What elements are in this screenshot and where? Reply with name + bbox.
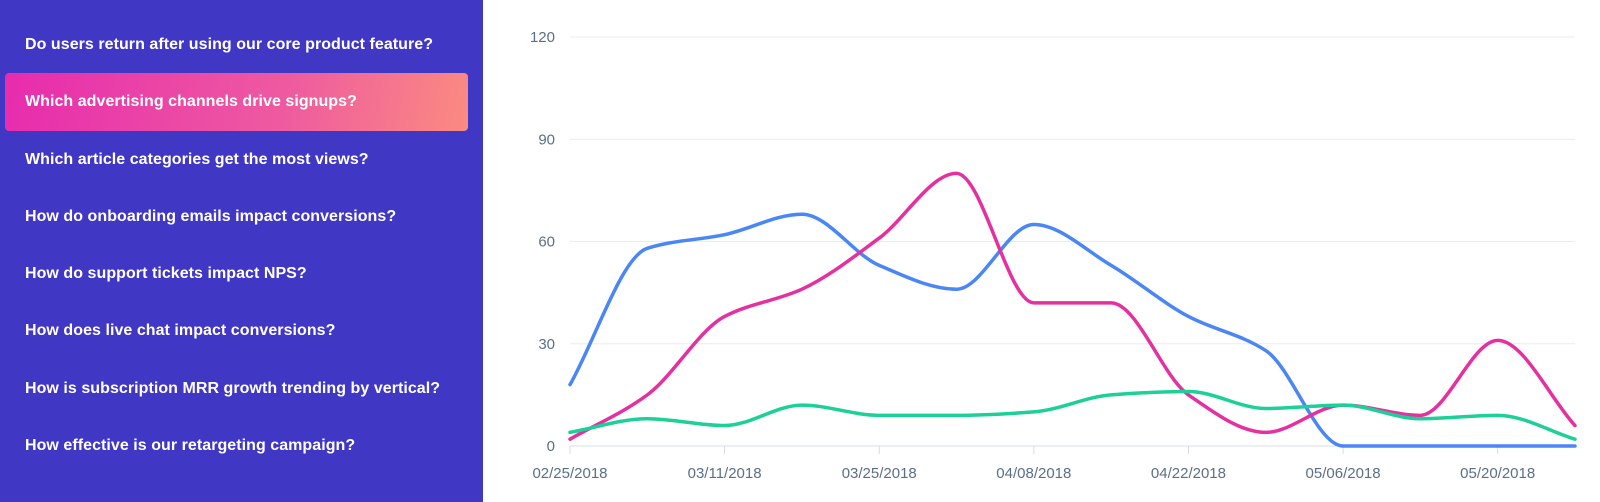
- chart-area: 0 30 60 90 120 02/25/2018 03/11/2018 03/25/201…: [483, 0, 1600, 502]
- x-tick-label: 04/08/2018: [996, 465, 1071, 482]
- question-item[interactable]: Which article categories get the most vi…: [25, 150, 369, 168]
- y-axis-ticks: 0 30 60 90 120: [530, 29, 555, 455]
- x-tick-label: 02/25/2018: [532, 465, 607, 482]
- x-tick-label: 04/22/2018: [1151, 465, 1226, 482]
- question-item[interactable]: How is subscription MRR growth trending …: [25, 379, 441, 397]
- question-item[interactable]: Which advertising channels drive signups…: [5, 73, 468, 131]
- question-item[interactable]: Do users return after using our core pro…: [25, 36, 434, 53]
- series-lines: [568, 171, 1577, 448]
- question-item[interactable]: How does live chat impact conversions?: [25, 322, 336, 340]
- question-sidebar: Do users return after using our core pro…: [0, 0, 483, 502]
- question-item[interactable]: How do onboarding emails impact conversi…: [25, 207, 397, 225]
- series-line-0: [568, 212, 1577, 448]
- y-tick-label: 120: [530, 29, 555, 46]
- x-tick-label: 05/20/2018: [1460, 465, 1535, 482]
- x-tick-label: 05/06/2018: [1306, 465, 1381, 482]
- grid-lines: [570, 36, 1575, 447]
- question-item[interactable]: How effective is our retargeting campaig…: [25, 437, 356, 455]
- question-item[interactable]: How do support tickets impact NPS?: [25, 265, 307, 283]
- series-line-1: [568, 171, 1577, 441]
- y-tick-label: 60: [538, 234, 555, 251]
- x-tick-label: 03/25/2018: [842, 465, 917, 482]
- y-tick-label: 30: [538, 336, 555, 353]
- x-tick-label: 03/11/2018: [688, 465, 762, 482]
- y-tick-label: 0: [547, 438, 555, 455]
- x-axis-ticks: 02/25/2018 03/11/2018 03/25/2018 04/08/2018…: [532, 446, 1535, 482]
- question-list: Do users return after using our core pro…: [0, 16, 483, 474]
- series-line-2: [568, 389, 1577, 441]
- line-chart: 0 30 60 90 120 02/25/2018 03/11/2018 03/25/201…: [530, 29, 1577, 482]
- y-tick-label: 90: [538, 131, 555, 148]
